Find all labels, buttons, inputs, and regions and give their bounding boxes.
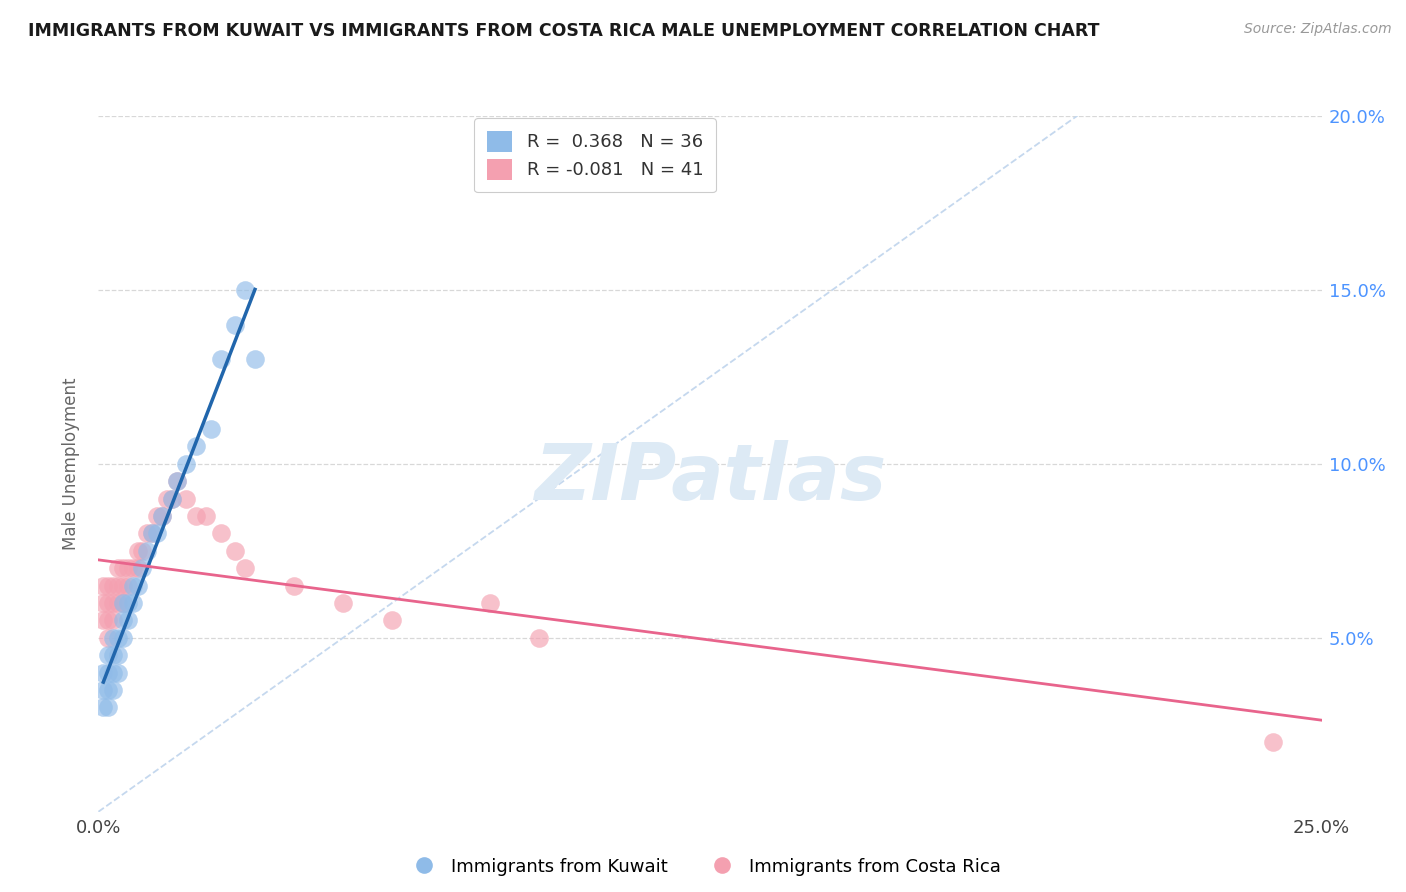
Point (332, 596, 354, 610)
Point (97, 683, 120, 698)
Point (91, 700, 114, 714)
Point (107, 648, 129, 662)
Point (101, 631, 124, 645)
Point (101, 665, 124, 680)
Point (233, 561, 256, 575)
Point (117, 614, 139, 628)
Point (131, 561, 153, 575)
Point (160, 491, 183, 506)
Legend: Immigrants from Kuwait, Immigrants from Costa Rica: Immigrants from Kuwait, Immigrants from … (398, 851, 1008, 883)
Point (97, 631, 120, 645)
Point (243, 352, 266, 367)
Point (101, 683, 124, 698)
Point (166, 474, 188, 488)
Point (101, 648, 124, 662)
Point (97, 596, 120, 610)
Point (233, 283, 256, 297)
Point (91, 596, 114, 610)
Point (381, 614, 404, 628)
Point (91, 665, 114, 680)
Point (107, 665, 129, 680)
Point (121, 578, 143, 592)
Point (97, 578, 120, 592)
Point (156, 491, 179, 506)
Point (478, 596, 501, 610)
Point (186, 508, 208, 523)
Point (195, 508, 218, 523)
Point (107, 596, 129, 610)
Point (146, 508, 169, 523)
Point (136, 526, 159, 541)
Point (91, 683, 114, 698)
Text: Source: ZipAtlas.com: Source: ZipAtlas.com (1244, 22, 1392, 37)
Point (136, 543, 159, 558)
Point (111, 614, 134, 628)
Point (131, 543, 153, 558)
Point (121, 561, 143, 575)
Point (107, 578, 129, 592)
Point (127, 578, 149, 592)
Point (97, 700, 120, 714)
Point (101, 614, 124, 628)
Point (176, 457, 198, 471)
Point (160, 491, 183, 506)
Text: ZIPatlas: ZIPatlas (534, 440, 886, 516)
Point (111, 561, 134, 575)
Point (101, 596, 124, 610)
Point (111, 631, 134, 645)
Point (186, 440, 208, 454)
Point (97, 665, 120, 680)
Point (141, 526, 163, 541)
Point (97, 614, 120, 628)
Point (224, 543, 246, 558)
Point (224, 318, 246, 332)
Point (150, 508, 173, 523)
Point (101, 578, 124, 592)
Point (1261, 735, 1284, 749)
Legend: R =  0.368   N = 36, R = -0.081   N = 41: R = 0.368 N = 36, R = -0.081 N = 41 (474, 118, 716, 193)
Point (107, 631, 129, 645)
Point (176, 491, 198, 506)
Point (166, 474, 188, 488)
Point (141, 526, 163, 541)
Point (111, 596, 134, 610)
Point (111, 596, 134, 610)
Point (111, 578, 134, 592)
Point (117, 596, 139, 610)
Point (117, 578, 139, 592)
Point (121, 596, 143, 610)
Point (127, 543, 149, 558)
Point (117, 561, 139, 575)
Point (107, 561, 129, 575)
Point (209, 526, 232, 541)
Y-axis label: Male Unemployment: Male Unemployment (62, 377, 80, 550)
Point (527, 631, 550, 645)
Point (127, 561, 149, 575)
Point (150, 508, 173, 523)
Text: IMMIGRANTS FROM KUWAIT VS IMMIGRANTS FROM COSTA RICA MALE UNEMPLOYMENT CORRELATI: IMMIGRANTS FROM KUWAIT VS IMMIGRANTS FRO… (28, 22, 1099, 40)
Point (209, 352, 232, 367)
Point (283, 578, 305, 592)
Point (200, 422, 222, 436)
Point (97, 648, 120, 662)
Point (91, 614, 114, 628)
Point (91, 578, 114, 592)
Point (146, 526, 169, 541)
